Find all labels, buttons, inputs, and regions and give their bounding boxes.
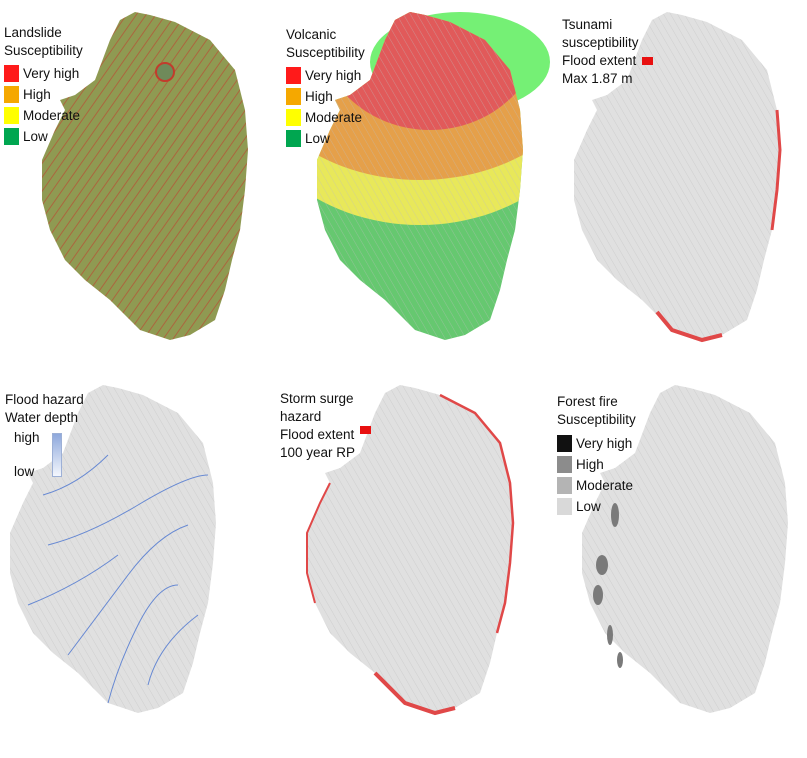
- legend-item: Moderate: [4, 105, 83, 126]
- legend-label: Low: [576, 498, 601, 514]
- flood-extent-row: Flood extent: [280, 426, 372, 444]
- legend-label: High: [576, 456, 604, 472]
- legend-label: Moderate: [576, 477, 634, 493]
- return-period-label: 100 year RP: [280, 445, 356, 460]
- swatch: [557, 498, 572, 515]
- swatch: [642, 57, 654, 66]
- legend-item: Very high: [557, 433, 636, 454]
- swatch: [4, 65, 19, 82]
- high-label: high: [14, 430, 40, 445]
- legend-label: Moderate: [305, 109, 363, 125]
- swatch: [557, 456, 572, 473]
- legend-item: Moderate: [557, 475, 636, 496]
- swatch: [557, 477, 572, 494]
- tsunami-legend: Tsunami susceptibility Flood extent Max …: [562, 16, 654, 88]
- storm-surge-legend: Storm surge hazard Flood extent 100 year…: [280, 390, 372, 462]
- legend-title: Storm surge: [280, 391, 354, 406]
- legend-label: Low: [305, 130, 330, 146]
- landslide-legend: Landslide Susceptibility Very high High …: [4, 24, 83, 147]
- storm-surge-map: [306, 385, 515, 716]
- volcanic-legend: Volcanic Susceptibility Very high High M…: [286, 26, 365, 149]
- legend-title: Susceptibility: [557, 412, 636, 427]
- legend-title: Susceptibility: [286, 45, 365, 60]
- swatch: [286, 109, 301, 126]
- flood-extent-row: Flood extent: [562, 52, 654, 70]
- legend-item: Low: [4, 126, 83, 147]
- swatch: [286, 67, 301, 84]
- legend-title: hazard: [280, 409, 322, 424]
- forest-fire-map: [582, 385, 788, 713]
- legend-title: Volcanic: [286, 27, 337, 42]
- legend-label: High: [23, 86, 51, 102]
- depth-gradient-bar: [52, 433, 62, 477]
- legend-label: Low: [23, 128, 48, 144]
- legend-label: Very high: [576, 435, 633, 451]
- legend-title: Flood hazard: [5, 392, 84, 407]
- legend-item: High: [4, 84, 83, 105]
- legend-label: Flood extent: [562, 53, 637, 68]
- max-depth-label: Max 1.87 m: [562, 71, 633, 86]
- legend-item: Low: [286, 128, 365, 149]
- legend-title: Forest fire: [557, 394, 618, 409]
- swatch: [557, 435, 572, 452]
- legend-item: High: [557, 454, 636, 475]
- legend-label: Moderate: [23, 107, 81, 123]
- swatch: [286, 88, 301, 105]
- legend-item: High: [286, 86, 365, 107]
- swatch: [360, 426, 372, 435]
- low-label: low: [14, 464, 35, 479]
- legend-title: Landslide: [4, 25, 62, 40]
- landslide-map: [42, 12, 248, 340]
- legend-label: High: [305, 88, 333, 104]
- legend-label: Very high: [305, 67, 362, 83]
- tsunami-map: [574, 12, 782, 343]
- swatch: [4, 86, 19, 103]
- legend-item: Low: [557, 496, 636, 517]
- legend-title: Tsunami: [562, 17, 613, 32]
- swatch: [4, 128, 19, 145]
- flood-map: [10, 385, 216, 713]
- legend-item: Moderate: [286, 107, 365, 128]
- legend-label: Very high: [23, 65, 80, 81]
- legend-title: Water depth: [5, 410, 79, 425]
- forest-fire-legend: Forest fire Susceptibility Very high Hig…: [557, 393, 636, 517]
- swatch: [4, 107, 19, 124]
- legend-label: Flood extent: [280, 427, 355, 442]
- swatch: [286, 130, 301, 147]
- legend-item: Very high: [4, 63, 83, 84]
- legend-item: Very high: [286, 65, 365, 86]
- legend-title: Susceptibility: [4, 43, 83, 58]
- flood-legend: Flood hazard Water depth high low: [5, 391, 84, 481]
- legend-title: susceptibility: [562, 35, 639, 50]
- volcanic-map: [317, 12, 550, 340]
